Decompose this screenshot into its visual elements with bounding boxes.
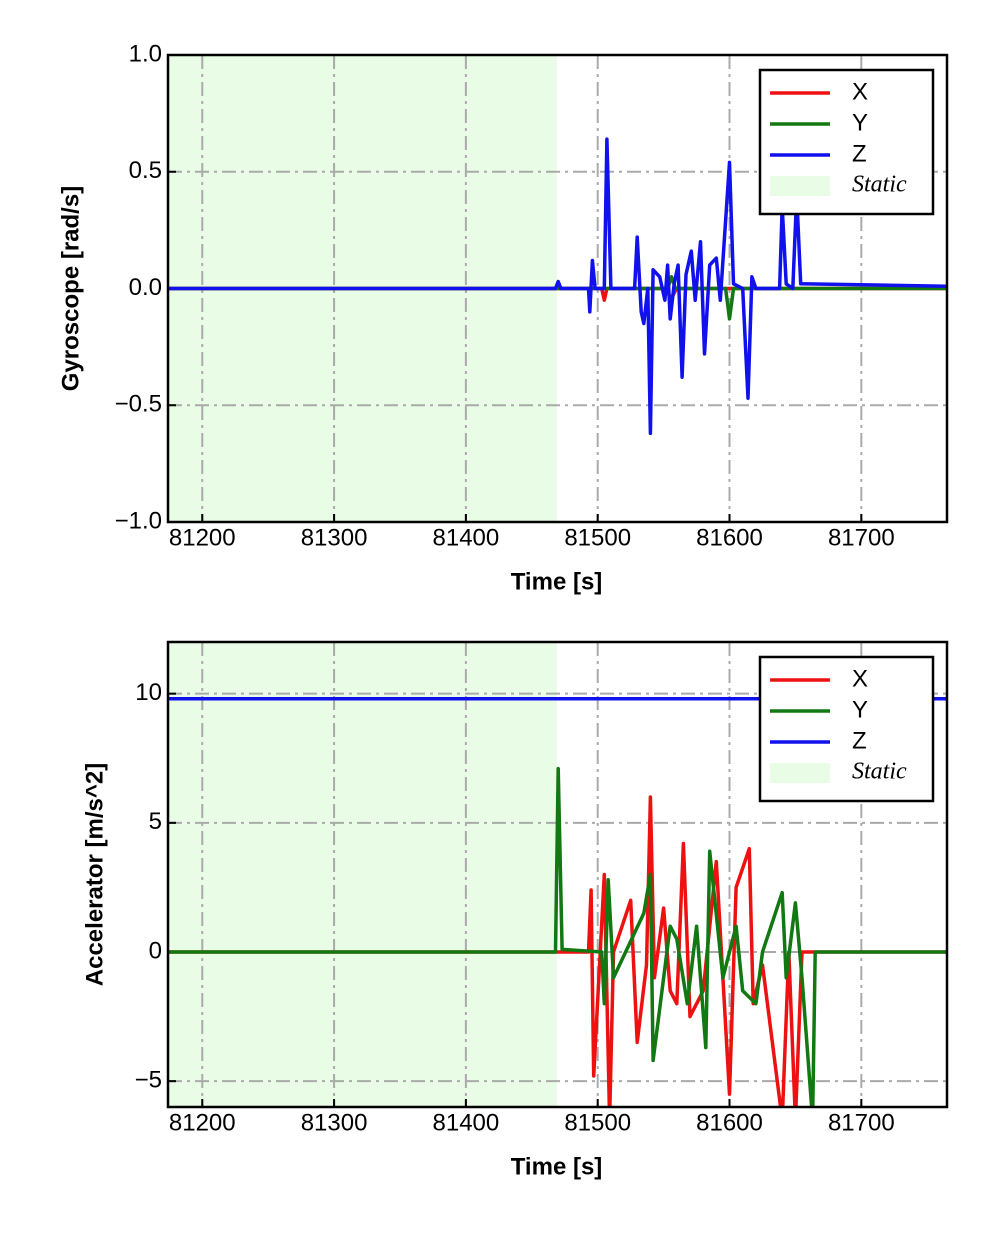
legend-swatch: [770, 763, 830, 783]
legend-label: Z: [852, 140, 867, 167]
x-axis-label: Time [s]: [511, 1153, 603, 1180]
x-tick-label: 81200: [169, 524, 236, 551]
x-tick-label: 81300: [301, 524, 368, 551]
y-axis-label: Accelerator [m/s^2]: [81, 763, 108, 986]
static-span: [168, 642, 557, 1107]
legend-label: Static: [852, 172, 907, 198]
y-axis-label: Gyroscope [rad/s]: [57, 186, 84, 391]
x-tick-label: 81700: [828, 524, 895, 551]
x-tick-label: 81200: [169, 1109, 236, 1136]
y-tick-label: 0.0: [129, 274, 162, 301]
data-line: [168, 795, 947, 1107]
legend-label: X: [852, 665, 868, 692]
legend-label: X: [852, 78, 868, 105]
x-tick-label: 81700: [828, 1109, 895, 1136]
x-tick-label: 81600: [696, 524, 763, 551]
data-line: [168, 137, 947, 436]
y-tick-label: −0.5: [115, 391, 162, 418]
y-tick-label: 1.0: [129, 40, 162, 67]
legend-swatch: [770, 176, 830, 196]
subplot: 81200 81300 81400 81500 81600 81700 −5 0 5 10 Time…: [81, 640, 949, 1180]
y-tick-label: 0: [149, 937, 162, 964]
x-tick-label: 81400: [433, 524, 500, 551]
y-tick-label: −5: [135, 1067, 162, 1094]
y-tick-label: 10: [135, 679, 162, 706]
legend-label: Z: [852, 727, 867, 754]
y-tick-label: −1.0: [115, 507, 162, 534]
data-line: [168, 766, 947, 1107]
legend-label: Y: [852, 109, 868, 136]
legend: XYZ Static: [758, 68, 935, 216]
x-tick-label: 81300: [301, 1109, 368, 1136]
subplot: 81200 81300 81400 81500 81600 81700 −1.0 −0.5 0.…: [57, 40, 949, 595]
plot-frame: [166, 53, 949, 524]
x-tick-label: 81400: [433, 1109, 500, 1136]
x-tick-label: 81500: [564, 524, 631, 551]
y-tick-label: 5: [149, 808, 162, 835]
y-tick-label: 0.5: [129, 157, 162, 184]
plot-frame: [166, 640, 949, 1109]
x-axis-label: Time [s]: [511, 568, 603, 595]
legend-label: Static: [852, 759, 907, 785]
x-tick-label: 81500: [564, 1109, 631, 1136]
x-tick-label: 81600: [696, 1109, 763, 1136]
legend-label: Y: [852, 696, 868, 723]
legend: XYZ Static: [758, 655, 935, 803]
